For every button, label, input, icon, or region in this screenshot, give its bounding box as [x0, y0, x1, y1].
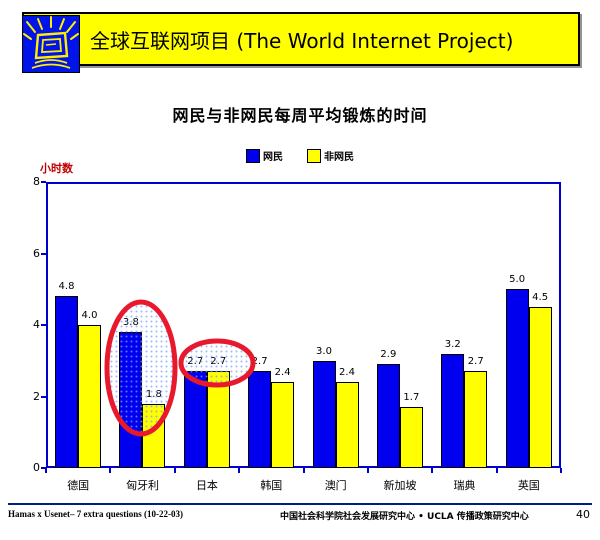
bar-非网民-英国	[528, 307, 552, 468]
bar-value-非网民-日本: 2.7	[210, 356, 227, 368]
x-category-韩国: 韩国	[260, 479, 283, 492]
y-tick-mark-4	[41, 324, 46, 326]
x-tick-mark-3	[238, 468, 241, 473]
bar-非网民-匈牙利	[142, 403, 166, 468]
legend-item-non-netizen: 非网民	[307, 148, 354, 163]
x-tick-mark-2	[173, 468, 176, 473]
x-tick-mark-8	[560, 468, 562, 473]
legend-item-netizen: 网民	[246, 148, 283, 163]
bar-value-非网民-英国: 4.5	[532, 292, 549, 304]
header-banner: 全球互联网项目 (The World Internet Project)	[22, 12, 580, 66]
bar-value-非网民-澳门: 2.4	[339, 367, 355, 379]
x-tick-mark-4	[302, 468, 305, 473]
bar-value-网民-澳门: 3.0	[316, 345, 332, 357]
y-tick-label-2: 2	[33, 389, 40, 403]
netizen-color-swatch	[246, 148, 260, 163]
bar-value-非网民-德国: 4.0	[81, 310, 98, 321]
logo	[22, 15, 80, 73]
x-tick-mark-5	[366, 468, 369, 473]
x-tick-mark-6	[431, 468, 434, 473]
bar-网民-瑞典	[441, 353, 465, 468]
bar-网民-德国	[55, 296, 78, 468]
bar-网民-澳门	[312, 360, 336, 468]
x-tick-mark-0	[45, 468, 47, 473]
bar-value-网民-英国: 5.0	[509, 274, 526, 286]
bar-value-网民-新加坡: 2.9	[380, 349, 397, 361]
y-axis-label: 小时数	[40, 162, 73, 175]
header-title: 全球互联网项目 (The World Internet Project)	[90, 28, 514, 53]
bar-value-非网民-新加坡: 1.7	[403, 392, 420, 404]
legend-label-non-netizen: 非网民	[324, 152, 354, 163]
bar-网民-韩国	[248, 371, 272, 468]
x-tick-mark-1	[109, 468, 112, 473]
footer-org-text: 中国社会科学院社会发展研究中心 • UCLA 传播政策研究中心	[280, 512, 529, 522]
bar-非网民-日本	[206, 371, 230, 468]
bar-非网民-韩国	[271, 382, 295, 468]
x-category-德国: 德国	[67, 479, 90, 492]
bar-value-非网民-韩国: 2.4	[274, 367, 291, 379]
x-category-日本: 日本	[195, 479, 218, 492]
x-category-澳门: 澳门	[324, 479, 347, 492]
bar-value-网民-德国: 4.8	[58, 281, 75, 293]
bar-value-非网民-匈牙利: 1.8	[145, 388, 162, 400]
bar-value-网民-韩国: 2.7	[251, 356, 268, 368]
y-tick-mark-0	[41, 467, 46, 469]
y-tick-mark-2	[41, 395, 46, 398]
bar-value-非网民-瑞典: 2.7	[467, 356, 484, 368]
bar-网民-日本	[183, 371, 207, 468]
page-number: 40	[576, 508, 590, 521]
footer-source-text: Hamas x Usenet– 7 extra questions (10-22…	[8, 509, 183, 519]
bar-网民-匈牙利	[119, 332, 143, 468]
y-tick-label-4: 4	[33, 318, 40, 331]
x-tick-mark-7	[495, 468, 498, 473]
y-tick-mark-8	[41, 181, 46, 183]
bar-value-网民-匈牙利: 3.8	[122, 317, 139, 329]
y-tick-mark-6	[41, 252, 46, 255]
bar-非网民-瑞典	[464, 371, 488, 468]
bar-非网民-澳门	[335, 382, 359, 468]
bar-非网民-新加坡	[399, 407, 423, 468]
x-category-瑞典: 瑞典	[453, 479, 476, 492]
y-tick-label-0: 0	[33, 461, 40, 474]
bar-网民-英国	[505, 289, 529, 468]
x-category-新加坡: 新加坡	[383, 479, 417, 492]
legend-label-netizen: 网民	[263, 152, 283, 163]
footer-divider	[8, 503, 592, 505]
bar-非网民-德国	[78, 325, 101, 468]
x-category-英国: 英国	[517, 479, 540, 492]
x-category-匈牙利: 匈牙利	[126, 479, 160, 492]
bar-value-网民-瑞典: 3.2	[444, 338, 461, 350]
legend: 网民 非网民	[0, 148, 600, 163]
y-tick-label-8: 8	[33, 175, 40, 188]
bar-网民-新加坡	[376, 364, 400, 468]
computer-monitor-icon	[22, 15, 80, 73]
y-tick-label-6: 6	[33, 246, 40, 260]
chart-title: 网民与非网民每周平均锻炼的时间	[172, 106, 428, 125]
plot-area	[46, 182, 561, 468]
non-netizen-color-swatch	[307, 148, 321, 163]
